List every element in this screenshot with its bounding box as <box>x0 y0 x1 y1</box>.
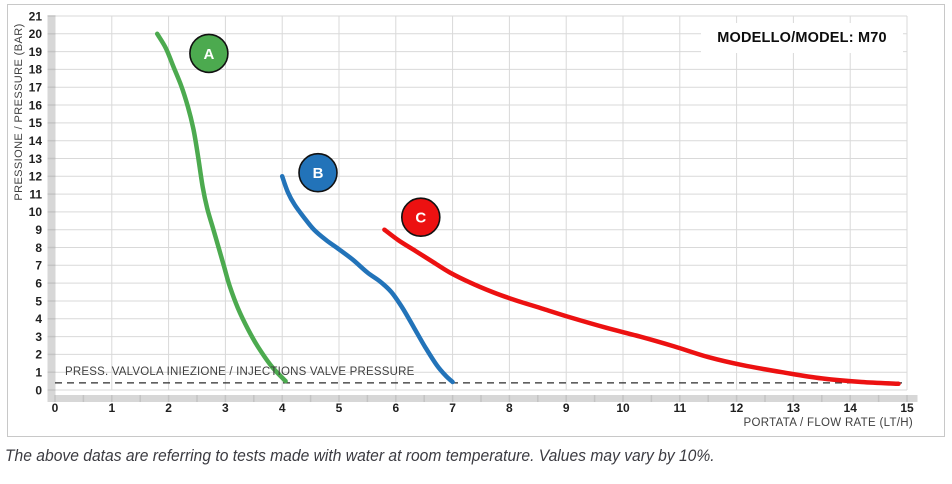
svg-text:2: 2 <box>165 401 172 415</box>
svg-text:0: 0 <box>52 401 59 415</box>
svg-text:12: 12 <box>730 401 744 415</box>
svg-text:0: 0 <box>35 383 42 397</box>
svg-text:11: 11 <box>29 187 42 201</box>
svg-text:17: 17 <box>29 81 43 95</box>
svg-text:14: 14 <box>844 401 858 415</box>
svg-text:B: B <box>313 165 324 182</box>
svg-text:14: 14 <box>29 134 43 148</box>
svg-text:21: 21 <box>29 9 43 23</box>
series-label-C: C <box>400 197 441 237</box>
axis-bands <box>47 15 918 402</box>
x-axis-title: PORTATA / FLOW RATE (LT/H) <box>743 417 913 429</box>
svg-text:4: 4 <box>35 312 42 326</box>
svg-text:18: 18 <box>29 63 43 77</box>
svg-text:12: 12 <box>29 170 43 184</box>
svg-text:19: 19 <box>29 45 43 59</box>
svg-text:9: 9 <box>35 223 42 237</box>
svg-text:5: 5 <box>35 294 42 308</box>
svg-text:15: 15 <box>900 401 914 415</box>
svg-text:1: 1 <box>108 401 115 415</box>
series-label-A: A <box>189 33 229 74</box>
gridlines <box>54 15 908 391</box>
chart-footnote: The above datas are referring to tests m… <box>5 446 776 466</box>
curve-C <box>382 227 901 387</box>
svg-text:6: 6 <box>35 276 42 290</box>
svg-text:10: 10 <box>616 401 630 415</box>
svg-text:13: 13 <box>29 152 43 166</box>
curve-B <box>279 174 455 385</box>
svg-text:16: 16 <box>29 98 43 112</box>
svg-text:6: 6 <box>392 401 399 415</box>
svg-text:7: 7 <box>449 401 456 415</box>
svg-text:1: 1 <box>35 366 42 380</box>
svg-text:10: 10 <box>29 205 43 219</box>
chart-footnote-text: The above datas are referring to tests m… <box>5 446 715 465</box>
svg-text:5: 5 <box>336 401 343 415</box>
svg-text:20: 20 <box>29 27 43 41</box>
svg-text:8: 8 <box>35 241 42 255</box>
y-axis-title: PRESSIONE / PRESSURE (BAR) <box>13 23 25 201</box>
svg-text:13: 13 <box>787 401 801 415</box>
svg-text:4: 4 <box>279 401 286 415</box>
valve-pressure-annotation: PRESS. VALVOLA INIEZIONE / INJECTIONS VA… <box>65 366 415 378</box>
chart-title: MODELLO/MODEL: M70 <box>701 23 903 53</box>
svg-text:11: 11 <box>673 401 686 415</box>
svg-text:3: 3 <box>35 330 42 344</box>
svg-text:A: A <box>203 46 214 63</box>
series-label-B: B <box>298 152 338 193</box>
svg-text:9: 9 <box>563 401 570 415</box>
svg-text:C: C <box>415 210 426 227</box>
svg-text:7: 7 <box>35 259 42 273</box>
curve-A <box>154 31 288 384</box>
svg-text:2: 2 <box>35 348 42 362</box>
pump-performance-chart: A B C 0 1 2 3 4 5 6 7 8 9 10 11 12 13 14 15 16 17 18 19 20 21 0 1 2… <box>7 4 945 437</box>
svg-text:8: 8 <box>506 401 513 415</box>
svg-text:3: 3 <box>222 401 229 415</box>
svg-text:15: 15 <box>29 116 43 130</box>
